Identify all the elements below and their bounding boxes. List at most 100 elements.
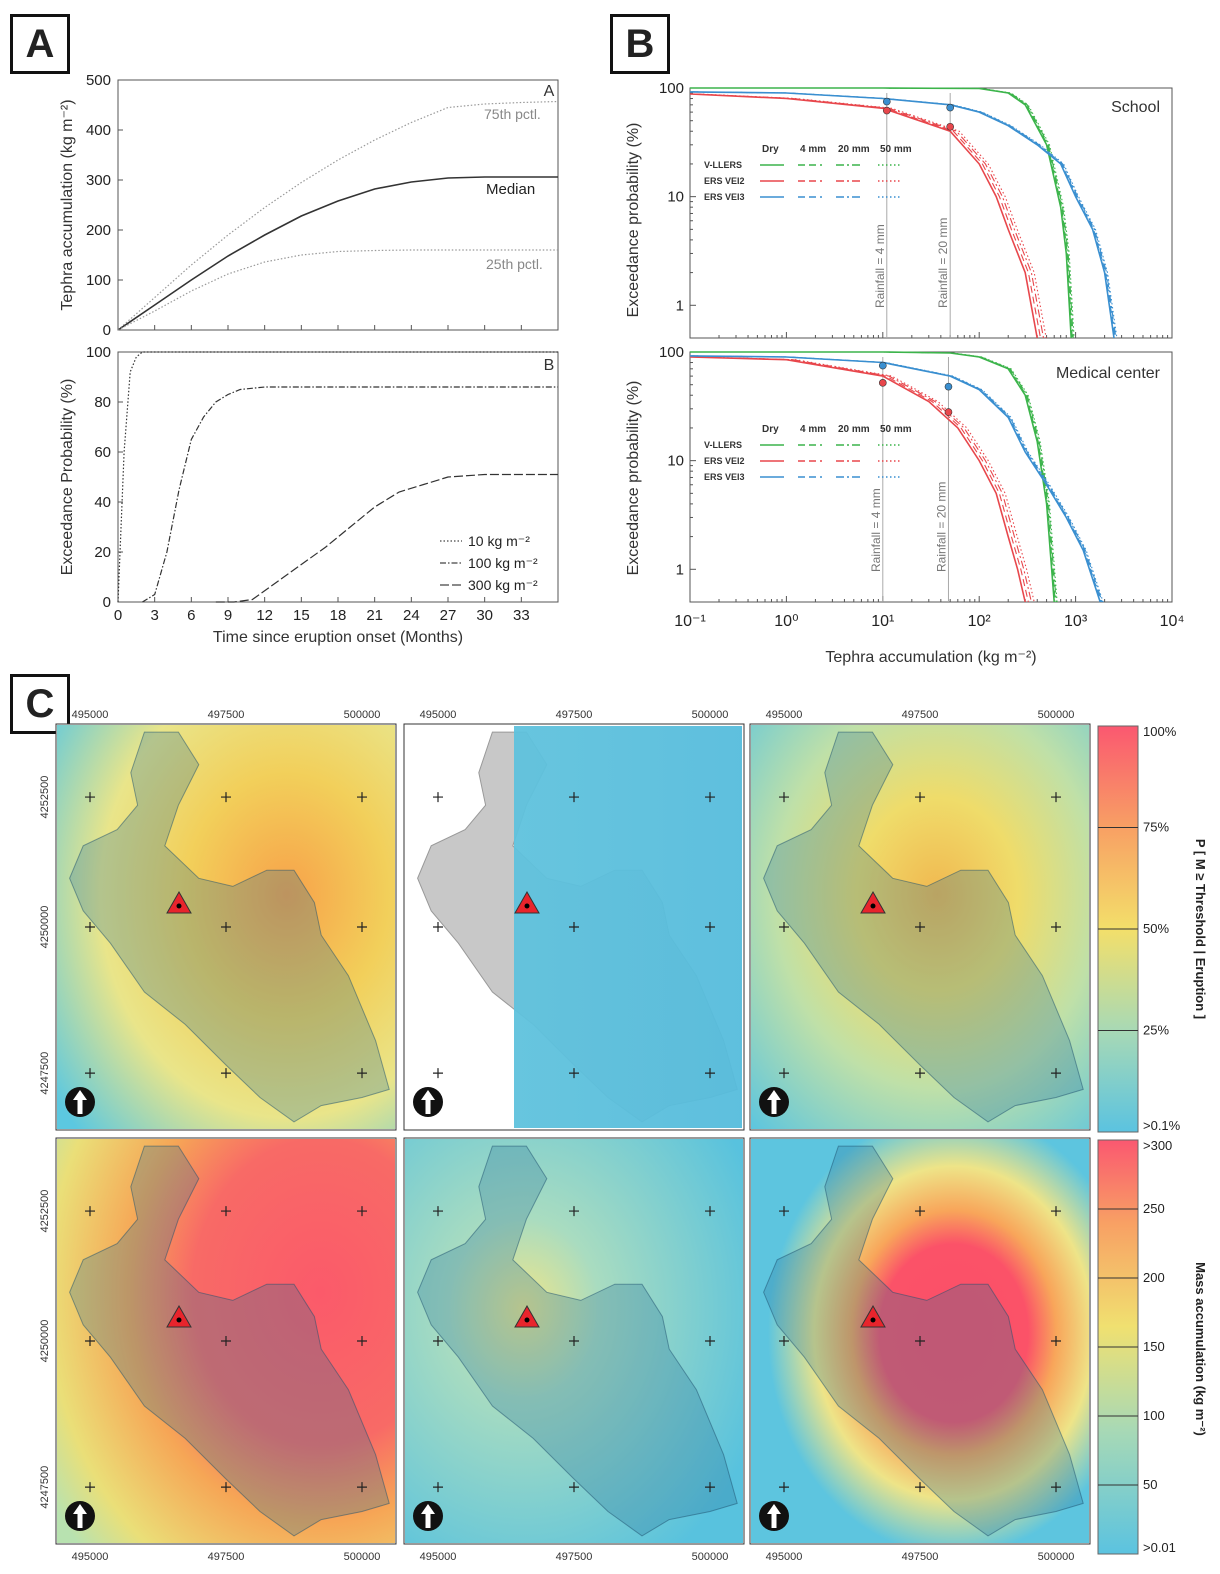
north-arrow-glyph (73, 1504, 87, 1528)
exceedance-curve (689, 91, 1115, 339)
grid-cross (779, 922, 789, 932)
rainfall-point (946, 103, 954, 112)
grid-cross (569, 1068, 579, 1079)
legend-label-300: 300 kg m⁻² (468, 577, 538, 593)
exceedance-curve (692, 351, 1058, 603)
x-coordinate-bottom: 495000 (72, 1551, 109, 1563)
panel-c-maps: 100% 75% 50% 25% >0.1% P [ M ≥ Threshold | E… (39, 709, 1208, 1563)
colorbar-bottom-tick-label: 200 (1143, 1270, 1165, 1285)
top-series-line (117, 249, 558, 331)
grid-cross (85, 792, 95, 803)
median-label: Median (486, 181, 535, 198)
exceedance-curve (690, 91, 1116, 339)
grid-cross (779, 1336, 789, 1346)
vent-triangle-icon (860, 1304, 886, 1328)
grid-cross (915, 1068, 925, 1079)
grid-cross (357, 1336, 367, 1346)
rainfall-point (882, 106, 891, 115)
map-cell (55, 723, 397, 1131)
grid-cross (569, 1336, 579, 1346)
top-y-tick-label: 0 (103, 322, 111, 339)
exceedance-curve (691, 355, 1103, 603)
legend-row-label: ERS VEI2 (704, 456, 745, 466)
vent-triangle-icon (860, 890, 886, 914)
legend-column-header: 50 mm (880, 424, 912, 435)
top-y-tick-label: 100 (86, 272, 111, 289)
colorbar-bottom-tick-label: 50 (1143, 1477, 1157, 1492)
exceedance-curve (691, 87, 1073, 339)
x-tick-label: 10¹ (871, 613, 894, 630)
map-cell (749, 1137, 1091, 1545)
x-coordinate-bottom: 500000 (1038, 1551, 1075, 1563)
grid-cross (221, 1336, 231, 1346)
exceedance-curve (692, 355, 1104, 603)
colorbar-bottom-ticks: >300 250 200 150 100 50 >0.01 (1098, 1138, 1176, 1555)
north-arrow-glyph (421, 1090, 435, 1114)
y-coordinate: 4250000 (39, 1320, 51, 1363)
exceedance-curve (693, 356, 1029, 603)
grid-cross (569, 1482, 579, 1493)
top-lines (117, 100, 559, 331)
exceedance-curve (689, 356, 1026, 603)
map-grid (55, 723, 1091, 1545)
p25-label: 25th pctl. (486, 256, 543, 272)
exceedance-curve (691, 91, 1117, 339)
vent-point (524, 903, 530, 909)
bottom-y-tick-label: 80 (94, 394, 111, 411)
grid-cross (779, 792, 789, 803)
grid-cross (1051, 1206, 1061, 1217)
medical-title: Medical center (1056, 365, 1161, 382)
colorbar-bottom-tick-label: 100 (1143, 1408, 1165, 1423)
grid-cross (915, 1336, 925, 1346)
colorbar-bottom-label: Mass accumulation (kg m⁻²) (1193, 1262, 1208, 1436)
grid-cross (915, 922, 925, 932)
x-coordinate-bottom: 500000 (344, 1551, 381, 1563)
grid-cross (221, 922, 231, 932)
colorbar-bottom-tick-label: >300 (1143, 1138, 1172, 1153)
vent-triangle-icon (514, 890, 540, 914)
x-coordinate-top: 497500 (556, 709, 593, 721)
grid-cross (779, 1068, 789, 1079)
panel-b-curves (689, 87, 1118, 603)
panel-label-a: A (10, 14, 70, 74)
map-cell (403, 1137, 745, 1545)
bottom-corner-label: B (544, 357, 555, 374)
y-tick-label: 1 (676, 561, 684, 578)
north-arrow-glyph (767, 1090, 781, 1114)
exceedance-curve (692, 91, 1118, 339)
colorbar-top-tick-label: 100% (1143, 724, 1177, 739)
grid-cross (1051, 792, 1061, 803)
grid-cross (221, 1206, 231, 1217)
panel-b-legends: Dry 4 mm 20 mm 50 mm V-LLERS ERS VEI2 ERS VEI3… (704, 144, 912, 482)
colorbar-top-tick-label: 50% (1143, 921, 1169, 936)
vent-point (870, 903, 876, 909)
x-tick-label: 10² (968, 613, 992, 630)
y-tick-label: 1 (676, 297, 684, 314)
grid-cross (705, 1206, 715, 1217)
x-coordinate-bottom: 500000 (692, 1551, 729, 1563)
x-tick-label: 10⁻¹ (674, 613, 706, 630)
y-tick-label: 10 (667, 453, 684, 470)
grid-cross (1051, 922, 1061, 932)
grid-cross (779, 1206, 789, 1217)
top-series-line (117, 100, 559, 331)
legend-column-header: Dry (762, 424, 779, 435)
exceedance-curve (696, 356, 1032, 603)
colorbar-top-tick-label: 75% (1143, 820, 1169, 835)
bottom-y-axis-label: Exceedance Probability (%) (59, 379, 76, 576)
legend-row-label: V-LLERS (704, 440, 742, 450)
bottom-series-line (215, 473, 558, 603)
grid-cross (85, 1482, 95, 1493)
grid-cross (915, 1206, 925, 1217)
x-coordinate-bottom: 495000 (420, 1551, 457, 1563)
vent-triangle-icon (166, 890, 192, 914)
x-coordinate-top: 497500 (208, 709, 245, 721)
school-y-axis-label: Exceedance probability (%) (625, 123, 642, 318)
bottom-x-tick-label: 3 (150, 607, 158, 624)
grid-cross (357, 1482, 367, 1493)
b-x-axis-label: Tephra accumulation (kg m⁻²) (825, 649, 1036, 666)
colorbar-bottom-tick-label: 150 (1143, 1339, 1165, 1354)
x-coordinate-top: 500000 (1038, 709, 1075, 721)
vent-point (176, 1317, 182, 1323)
rainfall-point (944, 382, 953, 391)
